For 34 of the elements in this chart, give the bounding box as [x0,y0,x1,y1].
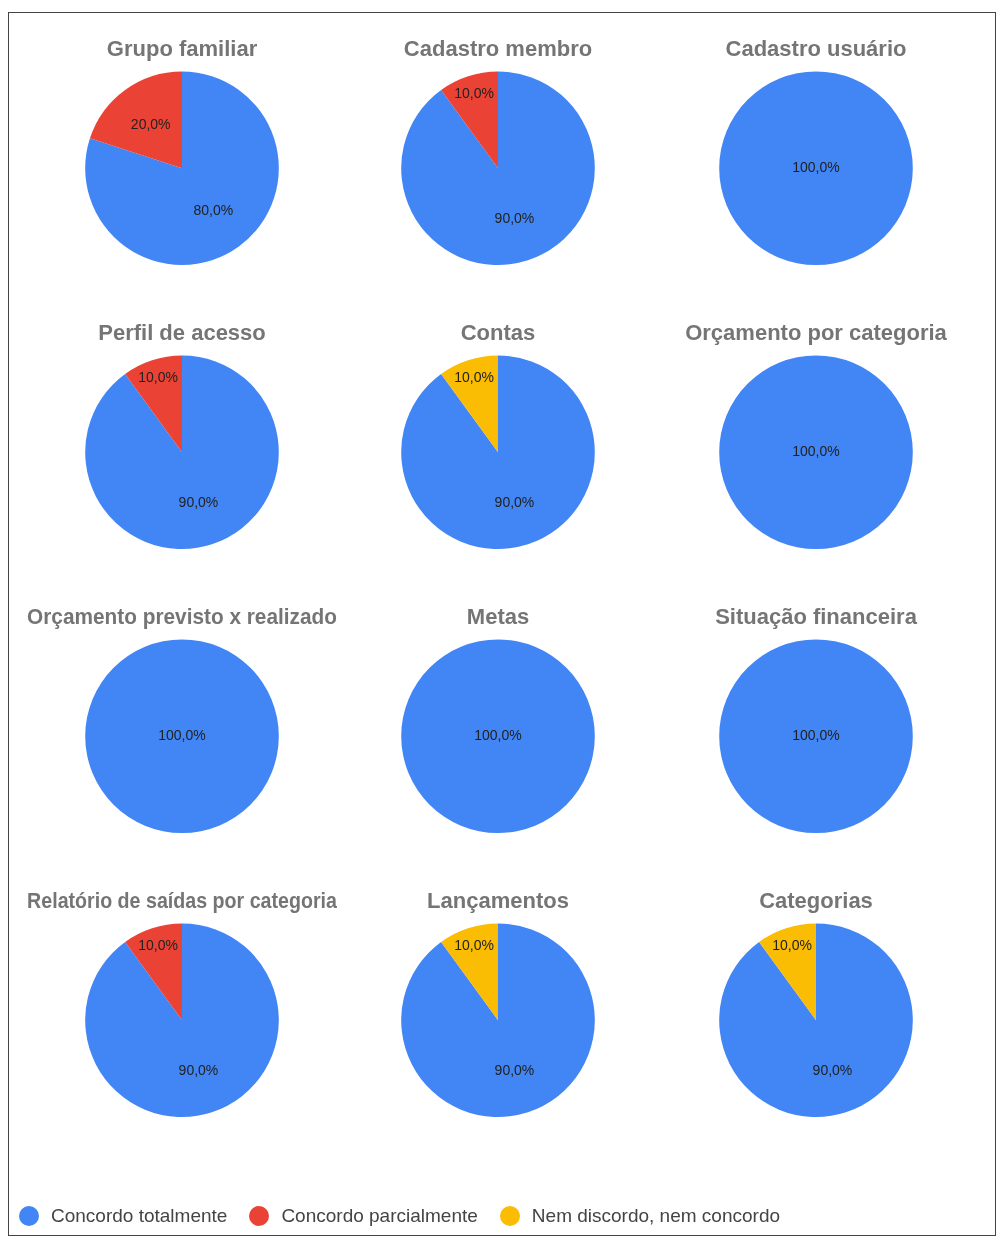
data-label: 90,0% [178,1061,219,1078]
chart-title: Lançamentos [427,888,569,914]
data-label: 80,0% [193,202,234,219]
data-label: 10,0% [138,937,178,954]
chart-title: Contas [460,320,536,346]
data-label: 10,0% [454,369,494,386]
data-label: 100,0% [158,727,206,744]
data-label: 90,0% [178,493,219,510]
data-label: 90,0% [494,209,535,226]
chart-title: Categorias [759,888,873,914]
legend-label: Concordo totalmente [51,1205,228,1227]
data-label: 100,0% [792,159,840,176]
data-label: 90,0% [494,493,535,510]
data-label: 10,0% [138,369,178,386]
data-label: 90,0% [494,1061,535,1078]
data-label: 100,0% [792,443,840,460]
data-label: 90,0% [812,1061,853,1078]
data-label: 10,0% [772,937,812,954]
chart-title: Grupo familiar [106,36,258,62]
data-label: 10,0% [454,85,494,102]
data-label: 100,0% [792,727,840,744]
data-label: 20,0% [130,115,171,132]
chart-title: Cadastro membro [403,36,593,62]
chart-title: Perfil de acesso [98,320,266,346]
chart-title: Cadastro usuário [725,36,907,62]
legend-label: Nem discordo, nem concordo [531,1205,781,1227]
data-label: 100,0% [474,727,522,744]
data-label: 10,0% [454,937,494,954]
chart-title: Metas [466,604,530,630]
chart-title: Orçamento previsto x realizado [27,604,337,630]
chart-title: Relatório de saídas por categoria [27,888,338,913]
legend-label: Concordo parcialmente [281,1205,478,1227]
chart-title: Orçamento por categoria [685,320,948,346]
chart-title: Situação financeira [715,604,918,630]
